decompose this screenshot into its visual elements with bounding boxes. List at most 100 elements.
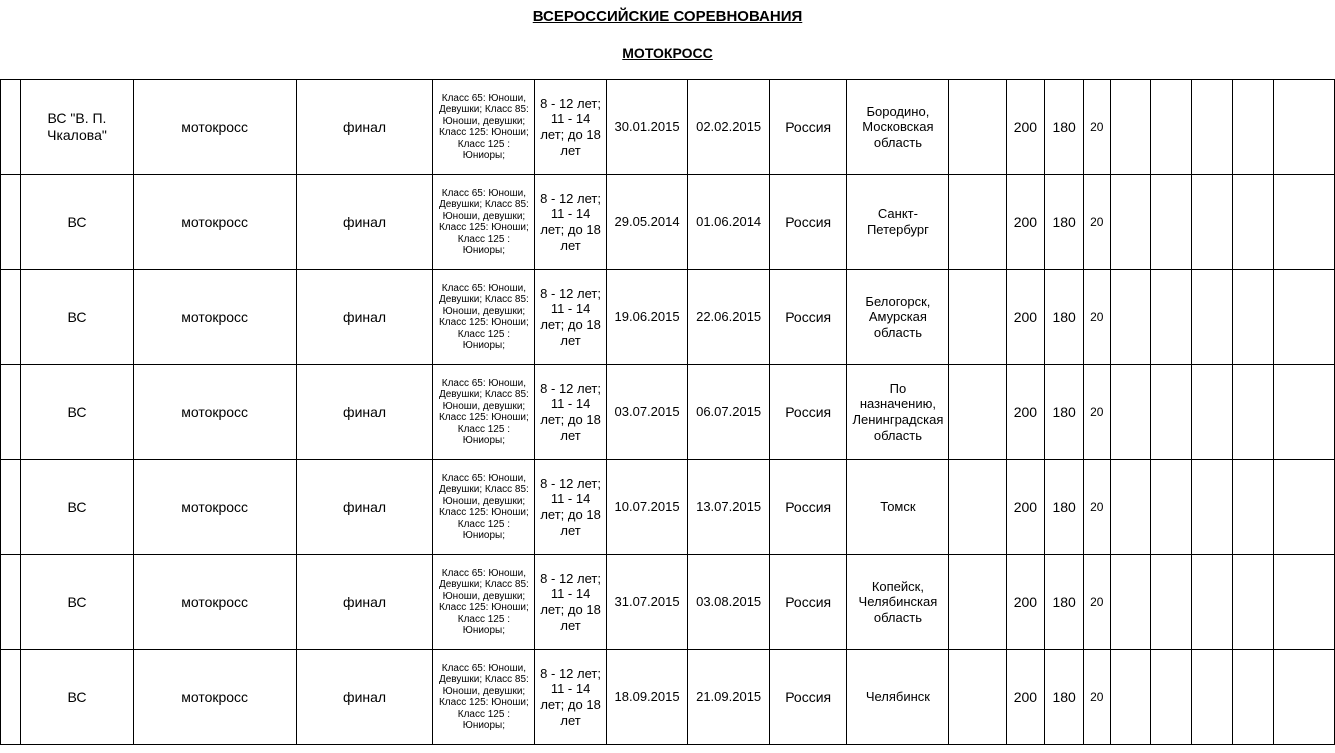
cell-c15 <box>1151 555 1192 650</box>
cell-name: ВС <box>21 175 133 270</box>
cell-c17 <box>1232 175 1273 270</box>
cell-c0 <box>1 270 21 365</box>
cell-c10 <box>949 80 1006 175</box>
cell-c10 <box>949 460 1006 555</box>
cell-date_end: 22.06.2015 <box>688 270 770 365</box>
cell-classes: Класс 65: Юноши, Девушки; Класс 85: Юнош… <box>433 555 535 650</box>
cell-place: Бородино, Московская область <box>847 80 949 175</box>
cell-classes: Класс 65: Юноши, Девушки; Класс 85: Юнош… <box>433 365 535 460</box>
cell-stage: финал <box>296 365 433 460</box>
cell-c17 <box>1232 650 1273 745</box>
cell-c14 <box>1110 365 1151 460</box>
cell-c18 <box>1273 650 1334 745</box>
cell-country: Россия <box>769 650 847 745</box>
cell-n3: 20 <box>1084 650 1111 745</box>
cell-date_end: 21.09.2015 <box>688 650 770 745</box>
cell-c17 <box>1232 80 1273 175</box>
cell-ages: 8 - 12 лет; 11 - 14 лет; до 18 лет <box>535 555 606 650</box>
cell-date_end: 03.08.2015 <box>688 555 770 650</box>
cell-discipline: мотокросс <box>133 365 296 460</box>
cell-classes: Класс 65: Юноши, Девушки; Класс 85: Юнош… <box>433 175 535 270</box>
cell-n1: 200 <box>1006 175 1045 270</box>
cell-c16 <box>1192 270 1233 365</box>
cell-n2: 180 <box>1045 365 1084 460</box>
cell-date_end: 13.07.2015 <box>688 460 770 555</box>
cell-n1: 200 <box>1006 365 1045 460</box>
cell-n1: 200 <box>1006 650 1045 745</box>
cell-date_start: 31.07.2015 <box>606 555 688 650</box>
cell-c15 <box>1151 270 1192 365</box>
cell-c14 <box>1110 460 1151 555</box>
table-row: ВС "В. П. Чкалова"мотокроссфиналКласс 65… <box>1 80 1335 175</box>
cell-ages: 8 - 12 лет; 11 - 14 лет; до 18 лет <box>535 80 606 175</box>
cell-c0 <box>1 80 21 175</box>
cell-country: Россия <box>769 270 847 365</box>
cell-c18 <box>1273 175 1334 270</box>
cell-n2: 180 <box>1045 555 1084 650</box>
cell-country: Россия <box>769 80 847 175</box>
cell-place: Белогорск, Амурская область <box>847 270 949 365</box>
cell-place: Челябинск <box>847 650 949 745</box>
cell-n3: 20 <box>1084 555 1111 650</box>
cell-n3: 20 <box>1084 80 1111 175</box>
cell-n3: 20 <box>1084 460 1111 555</box>
cell-c15 <box>1151 175 1192 270</box>
cell-country: Россия <box>769 175 847 270</box>
cell-country: Россия <box>769 460 847 555</box>
cell-stage: финал <box>296 270 433 365</box>
cell-stage: финал <box>296 555 433 650</box>
cell-n2: 180 <box>1045 175 1084 270</box>
cell-c18 <box>1273 270 1334 365</box>
cell-country: Россия <box>769 365 847 460</box>
cell-classes: Класс 65: Юноши, Девушки; Класс 85: Юнош… <box>433 460 535 555</box>
cell-classes: Класс 65: Юноши, Девушки; Класс 85: Юнош… <box>433 270 535 365</box>
cell-c16 <box>1192 80 1233 175</box>
cell-c17 <box>1232 365 1273 460</box>
cell-classes: Класс 65: Юноши, Девушки; Класс 85: Юнош… <box>433 80 535 175</box>
cell-discipline: мотокросс <box>133 270 296 365</box>
cell-date_start: 19.06.2015 <box>606 270 688 365</box>
cell-c10 <box>949 365 1006 460</box>
cell-n3: 20 <box>1084 365 1111 460</box>
cell-c0 <box>1 555 21 650</box>
cell-stage: финал <box>296 80 433 175</box>
cell-c10 <box>949 270 1006 365</box>
cell-c17 <box>1232 555 1273 650</box>
cell-stage: финал <box>296 650 433 745</box>
cell-c0 <box>1 175 21 270</box>
cell-place: Томск <box>847 460 949 555</box>
cell-discipline: мотокросс <box>133 650 296 745</box>
cell-c15 <box>1151 650 1192 745</box>
cell-c15 <box>1151 365 1192 460</box>
cell-date_start: 29.05.2014 <box>606 175 688 270</box>
cell-c16 <box>1192 175 1233 270</box>
cell-date_end: 01.06.2014 <box>688 175 770 270</box>
cell-c17 <box>1232 270 1273 365</box>
cell-c15 <box>1151 80 1192 175</box>
cell-c18 <box>1273 365 1334 460</box>
cell-stage: финал <box>296 175 433 270</box>
cell-ages: 8 - 12 лет; 11 - 14 лет; до 18 лет <box>535 650 606 745</box>
cell-n2: 180 <box>1045 650 1084 745</box>
cell-stage: финал <box>296 460 433 555</box>
cell-n3: 20 <box>1084 175 1111 270</box>
table-row: ВСмотокроссфиналКласс 65: Юноши, Девушки… <box>1 175 1335 270</box>
table-row: ВСмотокроссфиналКласс 65: Юноши, Девушки… <box>1 650 1335 745</box>
cell-n3: 20 <box>1084 270 1111 365</box>
table-row: ВСмотокроссфиналКласс 65: Юноши, Девушки… <box>1 270 1335 365</box>
cell-c16 <box>1192 460 1233 555</box>
cell-place: Санкт-Петербург <box>847 175 949 270</box>
cell-date_start: 03.07.2015 <box>606 365 688 460</box>
cell-discipline: мотокросс <box>133 460 296 555</box>
cell-c18 <box>1273 80 1334 175</box>
cell-ages: 8 - 12 лет; 11 - 14 лет; до 18 лет <box>535 460 606 555</box>
competitions-table: ВС "В. П. Чкалова"мотокроссфиналКласс 65… <box>0 79 1335 745</box>
page-title: ВСЕРОССИЙСКИЕ СОРЕВНОВАНИЯ <box>0 8 1335 25</box>
cell-c16 <box>1192 365 1233 460</box>
cell-ages: 8 - 12 лет; 11 - 14 лет; до 18 лет <box>535 270 606 365</box>
cell-n2: 180 <box>1045 460 1084 555</box>
cell-n1: 200 <box>1006 460 1045 555</box>
cell-name: ВС <box>21 650 133 745</box>
cell-c18 <box>1273 460 1334 555</box>
cell-country: Россия <box>769 555 847 650</box>
